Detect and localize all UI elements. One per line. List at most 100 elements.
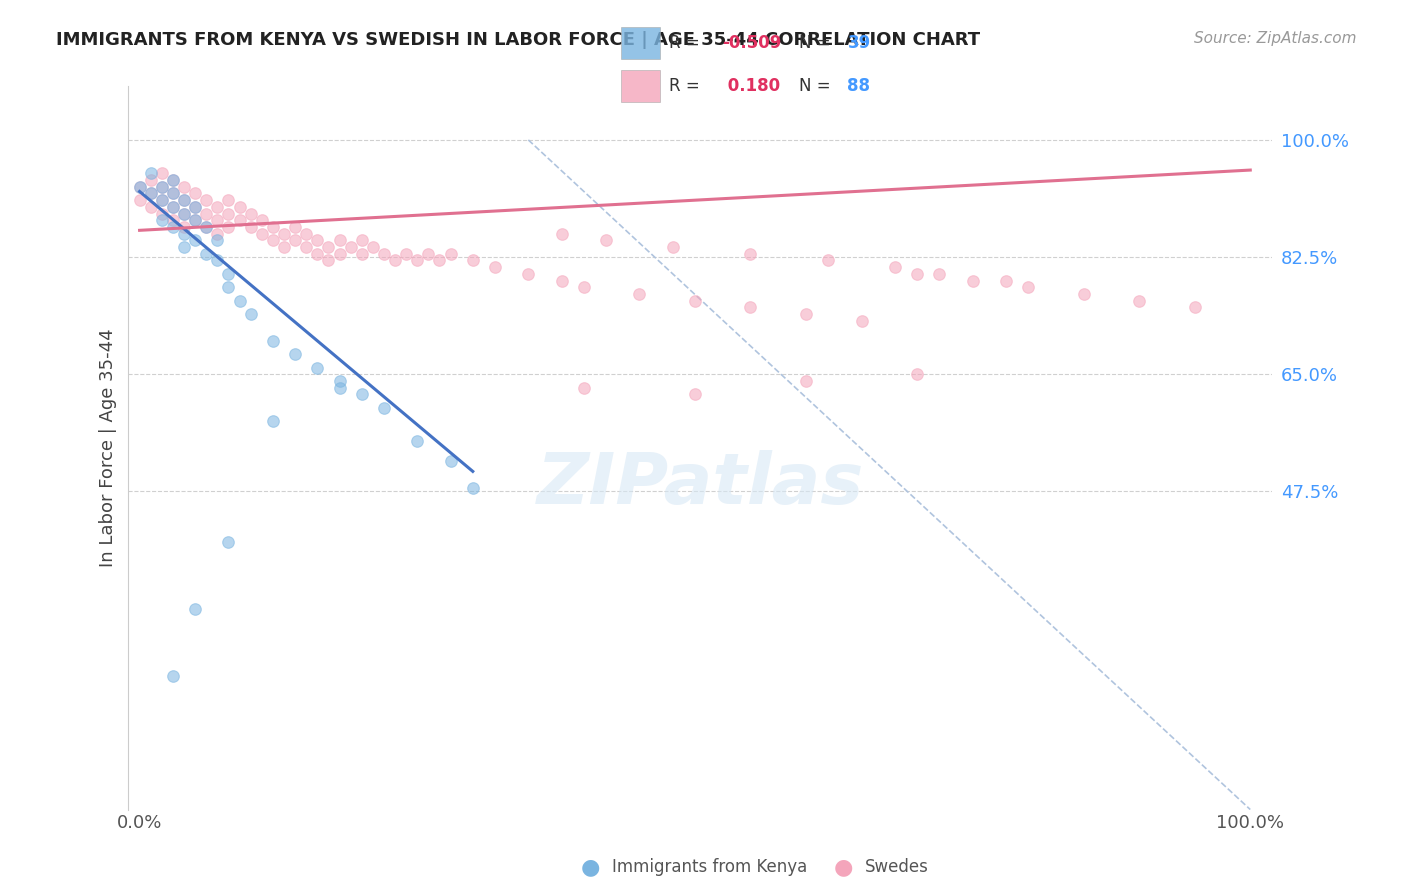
Point: [217, 267, 239, 281]
Point: [461, 253, 484, 268]
Point: [207, 233, 229, 247]
Point: [295, 240, 318, 254]
Point: [406, 253, 429, 268]
Point: [195, 219, 218, 234]
Point: [661, 240, 683, 254]
Point: [173, 193, 195, 207]
Point: [228, 213, 250, 227]
Point: [173, 193, 195, 207]
Point: [239, 219, 262, 234]
Point: [150, 193, 173, 207]
Text: N =: N =: [799, 78, 837, 95]
Point: [173, 206, 195, 220]
Text: ●: ●: [581, 857, 600, 877]
Point: [139, 200, 162, 214]
Point: [273, 240, 295, 254]
Point: [162, 200, 184, 214]
Bar: [620, 28, 659, 59]
Point: [350, 246, 373, 260]
Point: [162, 173, 184, 187]
Point: [262, 414, 284, 428]
Point: [128, 179, 150, 194]
Point: [418, 246, 440, 260]
Text: IMMIGRANTS FROM KENYA VS SWEDISH IN LABOR FORCE | AGE 35-44 CORRELATION CHART: IMMIGRANTS FROM KENYA VS SWEDISH IN LABO…: [56, 31, 980, 49]
Point: [184, 213, 207, 227]
Point: [207, 253, 229, 268]
Point: [217, 534, 239, 549]
Point: [139, 173, 162, 187]
Point: [239, 307, 262, 321]
Text: N =: N =: [799, 34, 837, 52]
Point: [307, 233, 329, 247]
Point: [262, 334, 284, 348]
Point: [162, 186, 184, 201]
Point: [284, 233, 307, 247]
Point: [339, 240, 361, 254]
Point: [484, 260, 506, 275]
Point: [195, 246, 218, 260]
Point: [184, 186, 207, 201]
Point: [373, 401, 395, 415]
Point: [817, 253, 839, 268]
Point: [162, 219, 184, 234]
Text: Swedes: Swedes: [865, 858, 928, 876]
Point: [429, 253, 451, 268]
Text: Source: ZipAtlas.com: Source: ZipAtlas.com: [1194, 31, 1357, 46]
Point: [350, 233, 373, 247]
Text: 88: 88: [848, 78, 870, 95]
Point: [994, 274, 1017, 288]
Point: [184, 213, 207, 227]
Point: [162, 668, 184, 682]
Point: [517, 267, 540, 281]
Point: [162, 173, 184, 187]
Point: [228, 293, 250, 308]
Point: [162, 213, 184, 227]
Point: [150, 179, 173, 194]
Point: [307, 246, 329, 260]
Text: 0.180: 0.180: [721, 78, 780, 95]
Point: [150, 193, 173, 207]
Point: [395, 246, 418, 260]
Text: 39: 39: [848, 34, 870, 52]
Bar: [620, 70, 659, 103]
Point: [461, 481, 484, 495]
Text: R =: R =: [669, 34, 704, 52]
Point: [217, 193, 239, 207]
Point: [295, 227, 318, 241]
Point: [173, 240, 195, 254]
Point: [250, 227, 273, 241]
Point: [361, 240, 384, 254]
Point: [162, 200, 184, 214]
Point: [184, 601, 207, 615]
Point: [307, 360, 329, 375]
Point: [740, 301, 762, 315]
Point: [162, 186, 184, 201]
Point: [328, 246, 350, 260]
Point: [195, 206, 218, 220]
Point: [150, 213, 173, 227]
Point: [217, 280, 239, 294]
Point: [207, 213, 229, 227]
Point: [384, 253, 406, 268]
Point: [284, 347, 307, 361]
Point: [128, 179, 150, 194]
Text: ●: ●: [834, 857, 853, 877]
Text: R =: R =: [669, 78, 704, 95]
Point: [262, 233, 284, 247]
Point: [262, 219, 284, 234]
Point: [139, 186, 162, 201]
Point: [128, 193, 150, 207]
Point: [328, 381, 350, 395]
Point: [439, 454, 461, 468]
Point: [794, 374, 817, 388]
Point: [794, 307, 817, 321]
Point: [406, 434, 429, 449]
Point: [572, 280, 595, 294]
Point: [628, 287, 651, 301]
Point: [184, 200, 207, 214]
Point: [173, 206, 195, 220]
Text: Immigrants from Kenya: Immigrants from Kenya: [612, 858, 807, 876]
Point: [1017, 280, 1039, 294]
Point: [905, 267, 928, 281]
Point: [373, 246, 395, 260]
